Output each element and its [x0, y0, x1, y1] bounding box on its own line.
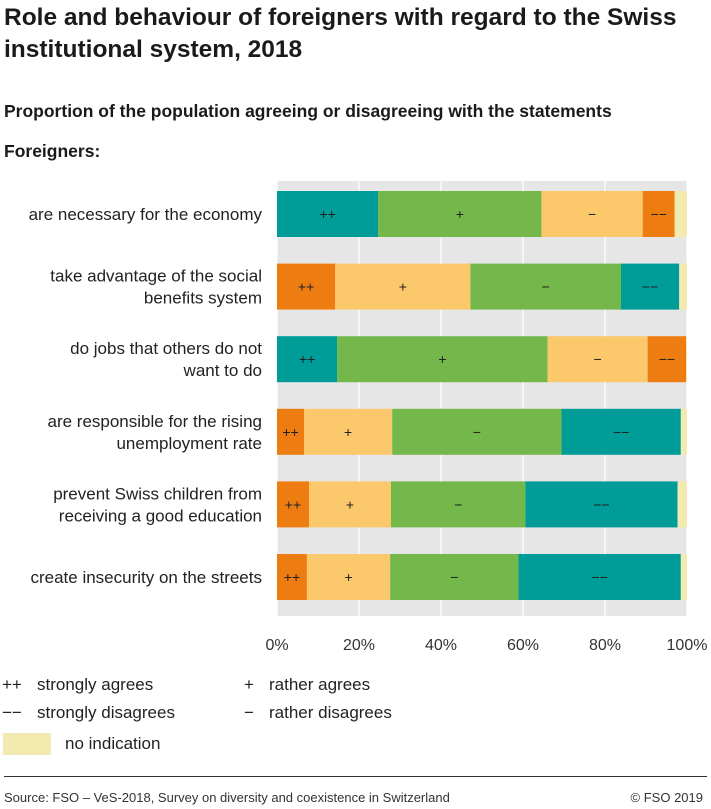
segment-symbol: −− [593, 496, 609, 512]
legend-label: rather disagrees [269, 703, 392, 722]
bar-segment [392, 408, 562, 455]
copyright-note: © FSO 2019 [630, 790, 703, 805]
category-label: are responsible for the rising unemployme… [47, 412, 262, 453]
legend-symbol: − [244, 703, 254, 722]
bar-segment [277, 408, 305, 455]
category-label: take advantage of the social benefits sys… [50, 267, 262, 308]
segment-symbol: −− [659, 351, 675, 367]
bar-segment [561, 408, 681, 455]
segment-symbol: − [542, 279, 550, 295]
bar-segment [674, 191, 687, 237]
legend-symbol: ++ [2, 675, 22, 694]
segment-symbol: ++ [282, 424, 298, 440]
bar-segment [277, 191, 379, 237]
category-label: do jobs that others do not want to do [70, 339, 262, 380]
bar-segment [541, 191, 643, 237]
bar-segment [308, 481, 391, 528]
bar-segment [642, 191, 675, 237]
bar-segment [547, 336, 648, 383]
segment-symbol: + [399, 279, 407, 295]
segment-symbol: ++ [284, 569, 300, 585]
segment-symbol: + [346, 496, 354, 512]
bar-segment [390, 554, 519, 600]
segment-symbol: + [438, 351, 446, 367]
segment-symbol: ++ [298, 279, 314, 295]
segment-symbol: − [473, 424, 481, 440]
footer-divider [4, 776, 707, 777]
bar-segment [277, 336, 338, 383]
legend-label: strongly agrees [37, 675, 153, 694]
plot-background [277, 181, 687, 616]
bar-segment [679, 263, 687, 310]
segment-symbol: ++ [285, 496, 301, 512]
chart-title: Role and behaviour of foreigners with re… [4, 4, 677, 63]
segment-symbol: −− [642, 279, 658, 295]
category-label: are necessary for the economy [29, 205, 263, 224]
segment-symbol: + [456, 206, 464, 222]
segment-symbol: − [594, 351, 602, 367]
bar-segment [277, 263, 336, 310]
source-note: Source: FSO – VeS-2018, Survey on divers… [4, 790, 450, 805]
bar-segment [390, 481, 526, 528]
bar-segment [680, 554, 687, 600]
category-label: prevent Swiss children from receiving a g… [53, 484, 262, 525]
legend-label: strongly disagrees [37, 703, 175, 722]
x-tick-label: 100% [667, 637, 708, 654]
group-label: Foreigners: [4, 141, 101, 161]
chart-subtitle: Proportion of the population agreeing or… [4, 101, 612, 121]
bar-segment [620, 263, 680, 310]
x-tick-label: 0% [265, 637, 288, 654]
bar-segment [304, 408, 393, 455]
segment-symbol: ++ [319, 206, 335, 222]
category-label: create insecurity on the streets [30, 568, 262, 587]
stacked-bar-chart: 0% 20% 40% 60% 80% 100%++ + − −−are necessary fo… [2, 181, 708, 755]
bar-segment [677, 481, 687, 528]
bar-segment [686, 336, 687, 383]
bar-segment [647, 336, 687, 383]
bar-segment [337, 336, 548, 383]
segment-symbol: −− [613, 424, 629, 440]
x-tick-label: 80% [589, 637, 621, 654]
segment-symbol: ++ [299, 351, 315, 367]
bar-segment [277, 554, 307, 600]
legend-swatch [3, 733, 51, 755]
segment-symbol: − [588, 206, 596, 222]
x-tick-label: 60% [507, 637, 539, 654]
segment-symbol: + [344, 569, 352, 585]
segment-symbol: − [454, 496, 462, 512]
segment-symbol: −− [651, 206, 667, 222]
legend-label: no indication [65, 734, 160, 753]
legend-symbol: −− [2, 703, 22, 722]
legend-symbol: + [244, 675, 254, 694]
bar-segment [306, 554, 391, 600]
segment-symbol: + [344, 424, 352, 440]
segment-symbol: − [450, 569, 458, 585]
legend-label: rather agrees [269, 675, 370, 694]
x-tick-label: 40% [425, 637, 457, 654]
bar-segment [680, 408, 687, 455]
bar-segment [378, 191, 542, 237]
bar-segment [335, 263, 471, 310]
segment-symbol: −− [591, 569, 607, 585]
bar-segment [525, 481, 678, 528]
x-tick-label: 20% [343, 637, 375, 654]
bar-segment [470, 263, 621, 310]
bar-segment [518, 554, 681, 600]
bar-segment [277, 481, 309, 528]
